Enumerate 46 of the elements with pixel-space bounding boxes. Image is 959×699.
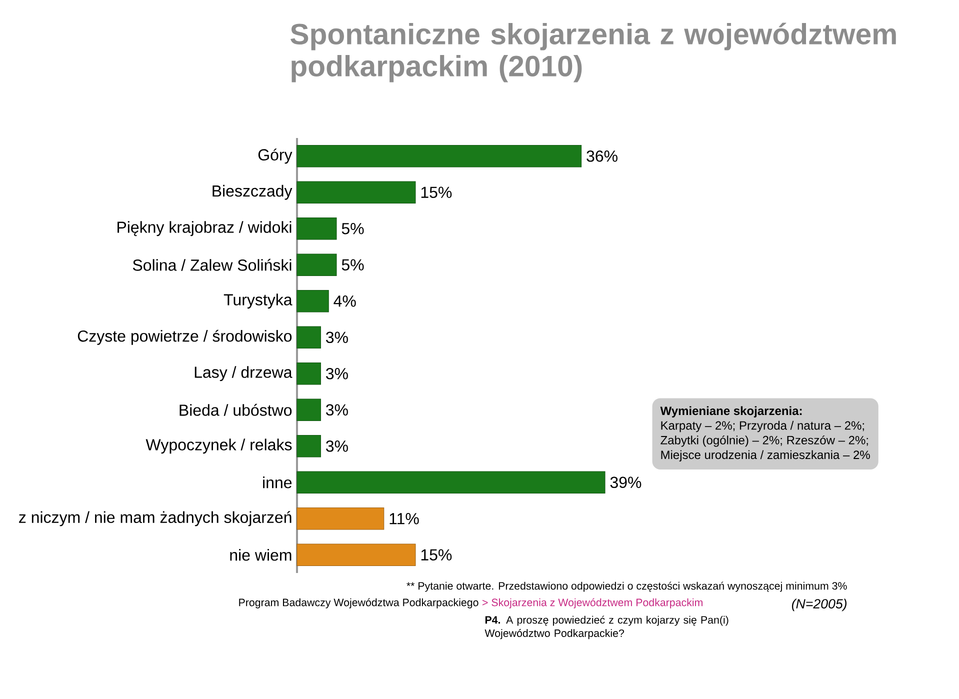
text: (N=2005) — [792, 598, 846, 612]
y-tick-label: inne — [263, 476, 292, 488]
chart-title: Spontaniczne skojarzenia z województwem podkarpackim (2010) — [290, 22, 896, 82]
bar — [296, 326, 321, 349]
y-tick-label: Bieszczady — [212, 184, 292, 200]
data-label: 3% — [326, 332, 348, 344]
bar — [296, 362, 321, 385]
text: > Skojarzenia z Województwem Podkarpackim — [482, 598, 702, 608]
data-label: 15% — [421, 549, 452, 560]
bar — [296, 434, 321, 458]
data-label: 36% — [586, 150, 618, 162]
y-tick-label: Piękny krajobraz / widoki — [118, 221, 292, 236]
data-label: 15% — [421, 186, 452, 198]
bar — [296, 217, 337, 240]
y-tick-label: Lasy / drzewa — [194, 366, 292, 382]
y-tick-label: nie wiem — [230, 549, 292, 561]
text: P4. A proszę powiedzieć z czym kojarzy się Pan(i) Województwo Podkarpackie? — [484, 616, 728, 640]
data-label: 3% — [326, 404, 348, 416]
text: Miejsce urodzenia / zamieszkania – 2% — [661, 450, 870, 462]
text: Program Badawczy Województwa Podkarpackiego — [239, 598, 478, 608]
bar — [296, 290, 329, 312]
bar — [296, 181, 416, 204]
bar — [296, 144, 582, 168]
y-tick-label: Wypoczynek / relaks — [146, 438, 292, 454]
text: Zabytki (ogólnie) – 2%; Rzeszów – 2%; — [660, 435, 868, 447]
y-tick-label: Turystyka — [224, 294, 292, 309]
y-tick-label: Góry — [258, 148, 292, 164]
bar — [296, 507, 384, 530]
y-tick-label: z niczym / nie mam żadnych skojarzeń — [19, 511, 292, 526]
text: ** Pytanie otwarte. Przedstawiono odpowiedzi o częstości wskazań wynoszącej minimum 3% — [406, 582, 847, 592]
data-label: 3% — [326, 368, 348, 380]
data-label: 4% — [334, 296, 356, 307]
text: Karpaty – 2%; Przyroda / natura – 2%; — [661, 420, 864, 432]
y-tick-label: Bieda / ubóstwo — [180, 404, 292, 416]
y-tick-label: Solina / Zalew Soliński — [132, 258, 292, 271]
bar — [296, 398, 321, 422]
bar — [296, 471, 606, 494]
data-label: 5% — [342, 222, 364, 234]
bar — [296, 254, 337, 276]
data-label: 39% — [610, 476, 642, 488]
data-label: 11% — [390, 513, 419, 524]
y-tick-label: Czyste powietrze / środowisko — [78, 330, 292, 345]
bar — [296, 544, 416, 566]
data-label: 5% — [342, 259, 364, 270]
data-label: 3% — [326, 440, 348, 452]
text: Wymieniane skojarzenia: — [660, 406, 802, 418]
